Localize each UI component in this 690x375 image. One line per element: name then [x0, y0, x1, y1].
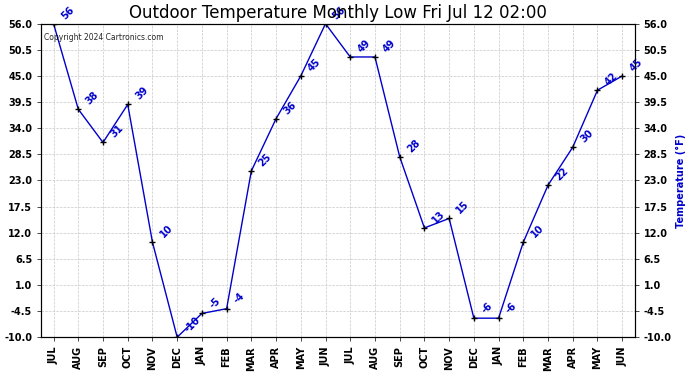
Text: 38: 38	[84, 90, 101, 106]
Text: 36: 36	[282, 99, 298, 116]
Text: 45: 45	[306, 57, 323, 73]
Text: -6: -6	[480, 301, 494, 315]
Text: 22: 22	[553, 166, 570, 182]
Text: 13: 13	[430, 209, 446, 225]
Text: 15: 15	[455, 199, 471, 216]
Text: -6: -6	[504, 301, 519, 315]
Text: Copyright 2024 Cartronics.com: Copyright 2024 Cartronics.com	[44, 33, 164, 42]
Title: Outdoor Temperature Monthly Low Fri Jul 12 02:00: Outdoor Temperature Monthly Low Fri Jul …	[129, 4, 546, 22]
Text: 42: 42	[603, 71, 620, 87]
Text: 30: 30	[578, 128, 595, 144]
Text: 49: 49	[380, 38, 397, 54]
Text: -10: -10	[183, 315, 202, 334]
Text: -5: -5	[208, 296, 222, 310]
Text: 56: 56	[331, 4, 348, 21]
Text: -4: -4	[232, 291, 247, 306]
Y-axis label: Temperature (°F): Temperature (°F)	[676, 134, 686, 228]
Text: 10: 10	[529, 223, 546, 239]
Text: 49: 49	[356, 38, 373, 54]
Text: 45: 45	[628, 57, 644, 73]
Text: 10: 10	[158, 223, 175, 239]
Text: 31: 31	[108, 123, 125, 140]
Text: 28: 28	[405, 137, 422, 154]
Text: 39: 39	[133, 85, 150, 102]
Text: 25: 25	[257, 152, 273, 168]
Text: 56: 56	[59, 4, 76, 21]
